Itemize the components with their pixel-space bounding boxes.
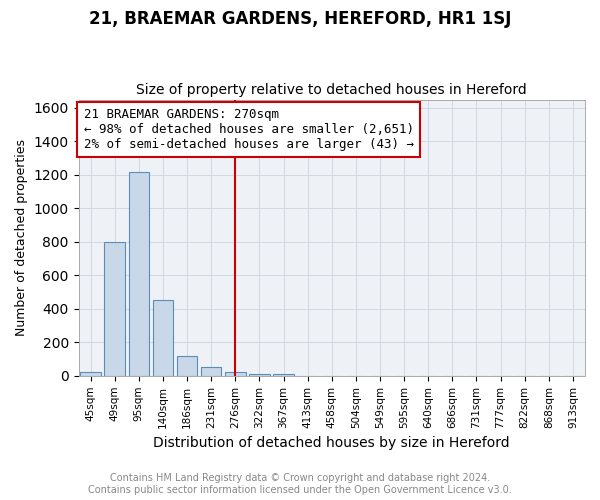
Bar	[128, 172, 149, 376]
Bar	[249, 374, 269, 376]
Text: Contains HM Land Registry data © Crown copyright and database right 2024.
Contai: Contains HM Land Registry data © Crown c…	[88, 474, 512, 495]
Text: 21, BRAEMAR GARDENS, HEREFORD, HR1 1SJ: 21, BRAEMAR GARDENS, HEREFORD, HR1 1SJ	[89, 10, 511, 28]
Bar	[225, 372, 245, 376]
Bar	[80, 372, 101, 376]
Text: 21 BRAEMAR GARDENS: 270sqm
← 98% of detached houses are smaller (2,651)
2% of se: 21 BRAEMAR GARDENS: 270sqm ← 98% of deta…	[83, 108, 413, 151]
Bar	[177, 356, 197, 376]
Bar	[201, 368, 221, 376]
Bar	[152, 300, 173, 376]
Bar	[104, 242, 125, 376]
Title: Size of property relative to detached houses in Hereford: Size of property relative to detached ho…	[136, 83, 527, 97]
Bar	[273, 374, 294, 376]
Y-axis label: Number of detached properties: Number of detached properties	[15, 139, 28, 336]
X-axis label: Distribution of detached houses by size in Hereford: Distribution of detached houses by size …	[154, 436, 510, 450]
